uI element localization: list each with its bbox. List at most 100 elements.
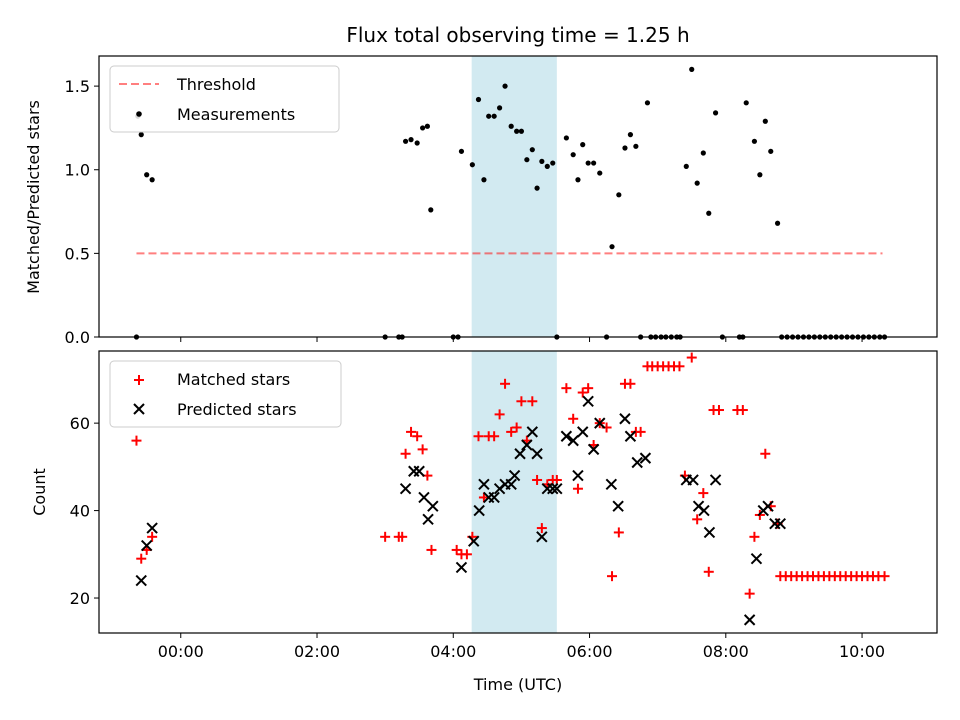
measurement-point — [712, 110, 719, 116]
predicted-star-marker — [399, 483, 412, 495]
predicted-star-marker — [473, 504, 485, 517]
ratio-legend-box — [109, 65, 340, 133]
predicted-star-marker — [146, 522, 158, 534]
measurement-point — [408, 137, 414, 143]
predicted-marker-b — [605, 478, 618, 491]
matched-star-marker — [506, 426, 517, 437]
matched-star-marker — [635, 426, 646, 437]
predicted-marker-b — [468, 535, 480, 547]
measurement-point — [575, 177, 581, 183]
predicted-marker-b — [505, 478, 517, 491]
predicted-marker-b — [612, 500, 624, 512]
chart-title: Flux total observing time = 1.25 h — [346, 23, 689, 47]
predicted-marker-b — [774, 517, 787, 530]
count-y-tick-label: 60 — [70, 414, 90, 433]
predicted-star-marker — [698, 504, 710, 517]
measurement-point — [529, 147, 535, 153]
matched-star-marker — [583, 383, 594, 394]
ratio-legend: Threshold Measurements — [109, 65, 340, 133]
predicted-star-marker — [612, 500, 624, 512]
predicted-star-marker — [572, 469, 584, 482]
predicted-star-marker — [455, 561, 468, 574]
predicted-marker-b — [619, 413, 631, 425]
predicted-marker-b — [750, 552, 763, 565]
series-predicted-stars — [135, 395, 787, 626]
measurement-point — [149, 177, 155, 183]
matched-legend-label: Matched stars — [177, 370, 290, 389]
predicted-star-marker — [418, 491, 430, 504]
measurement-point — [414, 140, 420, 146]
x-tick-label: 10:00 — [839, 642, 885, 661]
measurement-point — [144, 172, 150, 178]
predicted-marker-b — [418, 491, 430, 504]
measurement-point — [481, 177, 487, 183]
predicted-marker-b — [567, 434, 579, 447]
matched-legend-swatch — [134, 375, 144, 385]
matched-star-marker — [489, 431, 500, 442]
ratio-y-tick-label: 1.5 — [65, 77, 90, 96]
predicted-marker-b — [631, 456, 643, 469]
matched-star-marker — [536, 523, 547, 534]
predicted-star-marker — [560, 430, 573, 442]
matched-star-marker — [516, 396, 527, 407]
predicted-marker-b — [709, 474, 722, 486]
predicted-marker-b — [743, 614, 756, 626]
x-tick-label: 00:00 — [158, 642, 204, 661]
measurement-point — [524, 157, 530, 163]
predicted-marker-b — [639, 452, 652, 464]
matched-star-marker — [760, 448, 771, 459]
predicted-marker-b — [587, 443, 600, 456]
ratio-y-tick-label: 0.5 — [65, 244, 90, 263]
predicted-marker-b — [422, 513, 434, 526]
predicted-star-marker — [488, 491, 500, 504]
predicted-star-marker — [521, 439, 533, 451]
measurement-point — [458, 148, 465, 154]
count-y-tick-label: 40 — [70, 502, 90, 521]
predicted-star-marker — [774, 517, 787, 530]
predicted-marker-b — [572, 469, 584, 482]
predicted-star-marker — [567, 434, 579, 447]
predicted-star-marker — [478, 478, 490, 491]
measurement-point — [570, 152, 576, 158]
predicted-star-marker — [468, 535, 480, 547]
matched-star-marker — [473, 431, 484, 442]
measurement-point — [534, 185, 540, 191]
predicted-star-marker — [551, 483, 563, 495]
predicted-marker-b — [560, 430, 573, 442]
predicted-marker-b — [547, 483, 559, 495]
measurement-point — [609, 244, 615, 250]
predicted-star-marker — [631, 456, 643, 469]
predicted-star-marker — [605, 478, 618, 491]
predicted-star-marker — [619, 413, 631, 425]
predicted-star-marker — [587, 443, 600, 456]
x-tick-label: 08:00 — [703, 642, 749, 661]
measurement-point — [402, 138, 409, 144]
measurement-point — [597, 170, 603, 176]
matched-star-marker — [703, 566, 714, 577]
matched-star-marker — [713, 405, 724, 416]
predicted-marker-b — [514, 448, 526, 460]
measurement-point — [420, 125, 426, 131]
measurement-point — [633, 143, 639, 149]
matched-star-marker — [400, 448, 411, 459]
matched-star-marker — [426, 544, 437, 555]
ratio-panel-frame — [98, 55, 938, 338]
x-tick-label: 02:00 — [294, 642, 340, 661]
measurement-point — [518, 128, 525, 134]
predicted-star-marker — [594, 417, 606, 429]
count-legend: Matched stars Predicted stars — [109, 360, 342, 428]
measurement-point — [743, 100, 749, 106]
matched-star-marker — [478, 492, 489, 503]
predicted-marker-b — [521, 439, 533, 451]
predicted-legend-swatch — [133, 403, 145, 415]
x-tick-label: 04:00 — [430, 642, 476, 661]
measurement-point — [424, 123, 430, 129]
measurement-point — [774, 220, 781, 226]
measurements-legend-label: Measurements — [177, 105, 295, 124]
matched-star-marker — [451, 544, 462, 555]
threshold-legend-label: Threshold — [176, 75, 256, 94]
matched-star-marker — [461, 549, 472, 560]
matched-star-marker — [879, 571, 890, 582]
predicted-marker-b — [140, 539, 153, 552]
